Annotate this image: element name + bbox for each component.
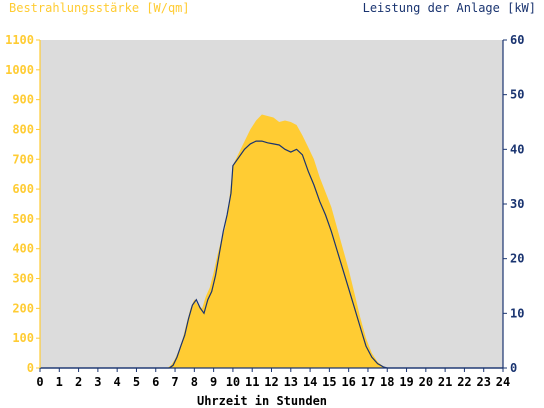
x-tick-label: 16 [341,375,355,389]
right-tick-label: 0 [510,361,517,375]
x-tick-label: 8 [191,375,198,389]
x-tick-label: 1 [56,375,63,389]
left-tick-label: 400 [12,242,34,256]
right-tick-label: 10 [510,306,524,320]
right-tick-label: 40 [510,142,524,156]
x-tick-label: 4 [114,375,121,389]
left-tick-label: 100 [12,331,34,345]
x-tick-label: 9 [210,375,217,389]
left-tick-label: 600 [12,182,34,196]
right-tick-label: 60 [510,33,524,47]
left-tick-label: 500 [12,212,34,226]
x-tick-label: 13 [284,375,298,389]
x-tick-label: 22 [457,375,471,389]
axes-layer: 0100200300400500600700800900100011000102… [5,33,524,389]
x-tick-label: 12 [264,375,278,389]
left-tick-label: 700 [12,152,34,166]
x-tick-label: 3 [94,375,101,389]
left-tick-label: 0 [27,361,34,375]
x-tick-label: 5 [133,375,140,389]
x-tick-label: 18 [380,375,394,389]
power-line-series [40,140,503,369]
x-tick-label: 20 [419,375,433,389]
x-axis-label: Uhrzeit in Stunden [197,394,327,408]
x-tick-label: 24 [496,375,510,389]
right-tick-label: 30 [510,197,524,211]
x-tick-label: 11 [245,375,259,389]
x-tick-label: 19 [399,375,413,389]
left-axis-title: Bestrahlungsstärke [W/qm] [9,1,190,15]
x-tick-label: 15 [322,375,336,389]
left-tick-label: 300 [12,272,34,286]
left-tick-label: 1100 [5,33,34,47]
x-tick-label: 23 [476,375,490,389]
right-axis-title: Leistung der Anlage [kW] [363,1,536,15]
right-tick-label: 20 [510,252,524,266]
x-tick-label: 7 [171,375,178,389]
series-layer [40,114,503,369]
left-tick-label: 800 [12,122,34,136]
x-tick-label: 10 [226,375,240,389]
x-tick-label: 21 [438,375,452,389]
left-tick-label: 900 [12,93,34,107]
right-tick-label: 50 [510,88,524,102]
irradiance-area-series [40,114,503,368]
x-tick-label: 0 [36,375,43,389]
x-tick-label: 17 [361,375,375,389]
left-tick-label: 1000 [5,63,34,77]
left-tick-label: 200 [12,301,34,315]
x-tick-label: 6 [152,375,159,389]
x-tick-label: 2 [75,375,82,389]
x-tick-label: 14 [303,375,317,389]
